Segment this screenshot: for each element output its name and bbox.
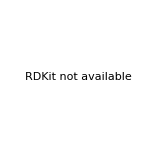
Text: RDKit not available: RDKit not available <box>24 72 131 82</box>
